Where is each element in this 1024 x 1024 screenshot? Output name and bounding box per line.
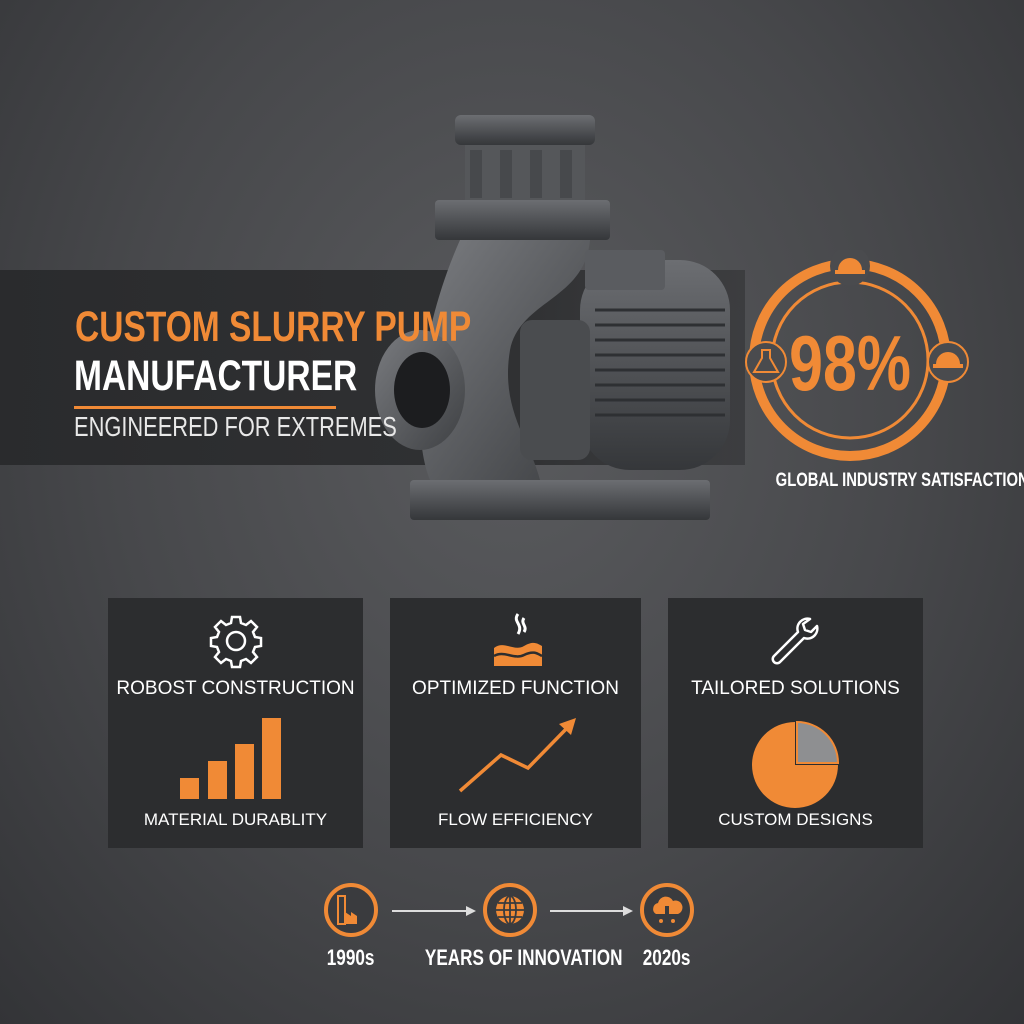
bar bbox=[180, 778, 199, 799]
tagline: ENGINEERED FOR EXTREMES bbox=[74, 411, 397, 442]
arrow-icon bbox=[392, 906, 476, 916]
arrow-icon bbox=[550, 906, 633, 916]
title-line-2: MANUFACTURER bbox=[74, 352, 358, 400]
timeline-graphic bbox=[324, 883, 694, 937]
bar bbox=[262, 718, 281, 799]
pie-chart-graphic bbox=[752, 720, 840, 808]
hot-fluid-icon bbox=[493, 613, 543, 666]
timeline-end-label: 2020s bbox=[643, 945, 691, 970]
card-optimized-function: OPTIMIZED FUNCTION FLOW EFFICIENCY bbox=[390, 598, 641, 848]
card-title: ROBOST CONSTRUCTION bbox=[116, 678, 355, 699]
wrench-icon bbox=[771, 617, 819, 665]
card-subtitle: FLOW EFFICIENCY bbox=[438, 810, 593, 829]
factory-icon bbox=[324, 883, 378, 937]
flask-icon bbox=[745, 341, 787, 383]
timeline-start-label: 1990s bbox=[327, 945, 375, 970]
card-tailored-solutions: TAILORED SOLUTIONS CUSTOM DESIGNS bbox=[668, 598, 923, 848]
card-title: TAILORED SOLUTIONS bbox=[691, 678, 900, 699]
bar bbox=[235, 744, 254, 799]
satisfaction-caption: GLOBAL INDUSTRY SATISFACTION bbox=[775, 470, 1024, 491]
title-line-1: CUSTOM SLURRY PUMP bbox=[75, 303, 472, 351]
card-title: OPTIMIZED FUNCTION bbox=[412, 678, 619, 699]
globe-icon bbox=[483, 883, 537, 937]
card-robust-construction: ROBOST CONSTRUCTION MATERIAL DURABLITY bbox=[108, 598, 363, 848]
timeline-middle-label: YEARS OF INNOVATION bbox=[424, 945, 623, 970]
rising-line-graphic bbox=[458, 718, 576, 793]
card-subtitle: MATERIAL DURABLITY bbox=[143, 810, 328, 829]
satisfaction-ring bbox=[745, 250, 969, 461]
title-divider bbox=[74, 406, 336, 409]
hard-hat-icon bbox=[927, 341, 969, 383]
cloud-icon bbox=[640, 883, 694, 937]
slurry-pump-illustration bbox=[375, 115, 730, 520]
satisfaction-value: 98% bbox=[789, 319, 911, 407]
gear-icon bbox=[209, 615, 263, 669]
card-subtitle: CUSTOM DESIGNS bbox=[718, 810, 873, 829]
arrow-head bbox=[559, 718, 576, 735]
pie-slice-main bbox=[752, 722, 838, 808]
bar-chart-graphic bbox=[180, 718, 281, 799]
pie-slice-secondary bbox=[796, 720, 840, 764]
bar bbox=[208, 761, 227, 799]
hard-hat-icon bbox=[830, 250, 870, 286]
